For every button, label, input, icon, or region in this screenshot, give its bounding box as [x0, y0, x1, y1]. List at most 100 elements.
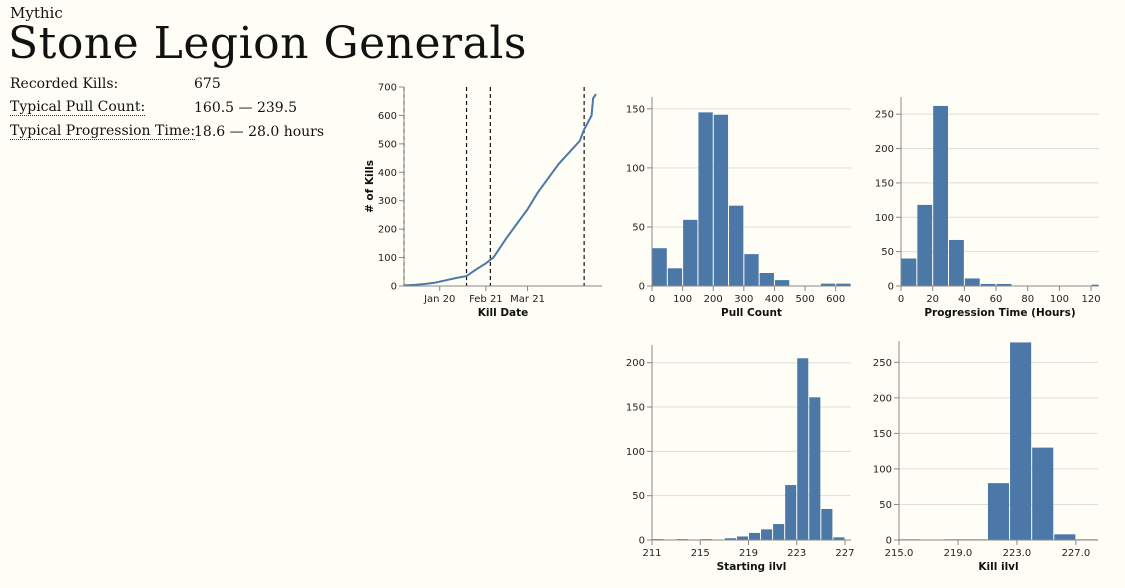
- chart-5: 0 50 100 150 200 250 215.0 219.0 223.0 227.0 Kill …: [873, 341, 1098, 573]
- x-tick-label: 219: [739, 548, 758, 559]
- y-tick-label: 100: [626, 447, 645, 458]
- x-tick-label: Feb 21: [469, 294, 503, 305]
- x-axis-title: Kill ilvl: [978, 561, 1018, 573]
- y-tick-label: 200: [873, 393, 892, 404]
- y-tick-label: 100: [875, 213, 894, 224]
- y-tick-label: 200: [378, 225, 397, 236]
- y-tick-label: 250: [875, 110, 894, 121]
- x-tick-label: 40: [958, 294, 971, 305]
- x-tick-label: 200: [704, 294, 723, 305]
- histogram-bar[interactable]: [683, 219, 698, 286]
- histogram-bar[interactable]: [748, 532, 761, 540]
- x-tick-label: 600: [826, 294, 845, 305]
- x-tick-label: 400: [765, 294, 784, 305]
- histogram-bar[interactable]: [759, 273, 774, 286]
- x-tick-label: 219.0: [944, 548, 973, 559]
- histogram-bar[interactable]: [652, 248, 667, 286]
- histogram-bar[interactable]: [744, 254, 759, 286]
- histogram-bar[interactable]: [1054, 534, 1076, 540]
- histogram-bar[interactable]: [901, 258, 917, 286]
- histogram-bar[interactable]: [736, 536, 748, 540]
- y-tick-label: 250: [873, 358, 892, 369]
- histogram-bar[interactable]: [933, 105, 949, 287]
- histogram-bar[interactable]: [773, 524, 785, 540]
- y-tick-label: 150: [873, 429, 892, 440]
- histogram-bar[interactable]: [1010, 342, 1032, 540]
- x-axis-title: Kill Date: [478, 307, 529, 319]
- y-tick-label: 100: [378, 253, 397, 264]
- x-tick-label: 300: [734, 294, 753, 305]
- y-tick-label: 700: [378, 83, 397, 94]
- y-tick-label: 300: [378, 196, 397, 207]
- x-tick-label: 223.0: [1003, 548, 1032, 559]
- stat-value: 675: [194, 76, 221, 92]
- y-tick-label: 100: [873, 464, 892, 475]
- y-tick-label: 500: [378, 139, 397, 150]
- stat-value: 160.5 — 239.5: [194, 100, 298, 116]
- histogram-bar[interactable]: [729, 205, 744, 286]
- x-tick-label: 100: [673, 294, 692, 305]
- x-tick-label: 0: [649, 294, 655, 305]
- difficulty-label: Mythic: [10, 4, 63, 22]
- histogram-bar[interactable]: [949, 239, 964, 286]
- stat-value: 18.6 — 28.0 hours: [194, 124, 325, 140]
- histogram-bar[interactable]: [1091, 284, 1099, 286]
- y-tick-label: 0: [639, 282, 645, 293]
- y-tick-label: 0: [639, 536, 645, 547]
- x-tick-label: 227: [835, 548, 854, 559]
- x-tick-label: 120: [1082, 294, 1101, 305]
- x-tick-label: 215: [691, 548, 710, 559]
- x-tick-label: 500: [796, 294, 815, 305]
- histogram-bar[interactable]: [797, 358, 809, 540]
- y-tick-label: 100: [626, 163, 645, 174]
- histogram-bar[interactable]: [836, 283, 851, 286]
- x-tick-label: 223: [787, 548, 806, 559]
- x-tick-label: 20: [926, 294, 939, 305]
- y-tick-label: 200: [875, 144, 894, 155]
- kills-cumulative-line[interactable]: [403, 93, 597, 287]
- y-tick-label: 0: [888, 282, 894, 293]
- y-tick-label: 150: [626, 403, 645, 414]
- histogram-bar[interactable]: [809, 397, 821, 540]
- histogram-bar[interactable]: [987, 483, 1010, 540]
- y-tick-label: 0: [391, 282, 397, 293]
- histogram-bar[interactable]: [833, 537, 845, 540]
- histogram-bar[interactable]: [1032, 447, 1054, 540]
- chart-1: 0 100 200 300 400 500 600 700 Jan 20 Feb 21 Mar 21…: [364, 83, 602, 319]
- x-tick-label: 211: [642, 548, 661, 559]
- stat-label: Recorded Kills:: [10, 76, 119, 92]
- y-tick-label: 150: [626, 104, 645, 115]
- y-tick-label: 400: [378, 168, 397, 179]
- y-axis-title: # of Kills: [364, 160, 376, 213]
- chart-4: 0 50 100 150 200 211 215 219 223 227 Starting ilvl: [626, 345, 855, 573]
- histogram-bar[interactable]: [964, 278, 980, 286]
- histogram-bar[interactable]: [980, 283, 996, 286]
- histogram-bar[interactable]: [917, 204, 933, 286]
- x-tick-label: Mar 21: [510, 294, 545, 305]
- stat-label-tooltip[interactable]: Typical Progression Time:: [10, 123, 196, 140]
- x-tick-label: 0: [898, 294, 904, 305]
- x-tick-label: Jan 20: [423, 294, 455, 305]
- y-tick-label: 50: [879, 500, 892, 511]
- x-tick-label: 60: [990, 294, 1003, 305]
- boss-title: Stone Legion Generals: [8, 18, 527, 69]
- x-axis-title: Pull Count: [721, 307, 782, 319]
- histogram-bar[interactable]: [724, 538, 736, 540]
- histogram-bar[interactable]: [821, 508, 833, 540]
- y-tick-label: 150: [875, 178, 894, 189]
- y-tick-label: 50: [632, 491, 645, 502]
- histogram-bar[interactable]: [774, 280, 790, 286]
- stat-label-tooltip[interactable]: Typical Pull Count:: [10, 99, 146, 116]
- x-axis-title: Progression Time (Hours): [924, 307, 1075, 319]
- histogram-bar[interactable]: [698, 112, 713, 286]
- histogram-bar[interactable]: [667, 268, 683, 286]
- histogram-bar[interactable]: [761, 529, 773, 540]
- histogram-bar[interactable]: [785, 485, 797, 540]
- histogram-bar[interactable]: [713, 114, 729, 286]
- histogram-bar[interactable]: [820, 283, 836, 286]
- x-axis-title: Starting ilvl: [717, 561, 787, 573]
- x-tick-label: 80: [1021, 294, 1034, 305]
- histogram-bar[interactable]: [996, 283, 1012, 286]
- y-tick-label: 50: [632, 222, 645, 233]
